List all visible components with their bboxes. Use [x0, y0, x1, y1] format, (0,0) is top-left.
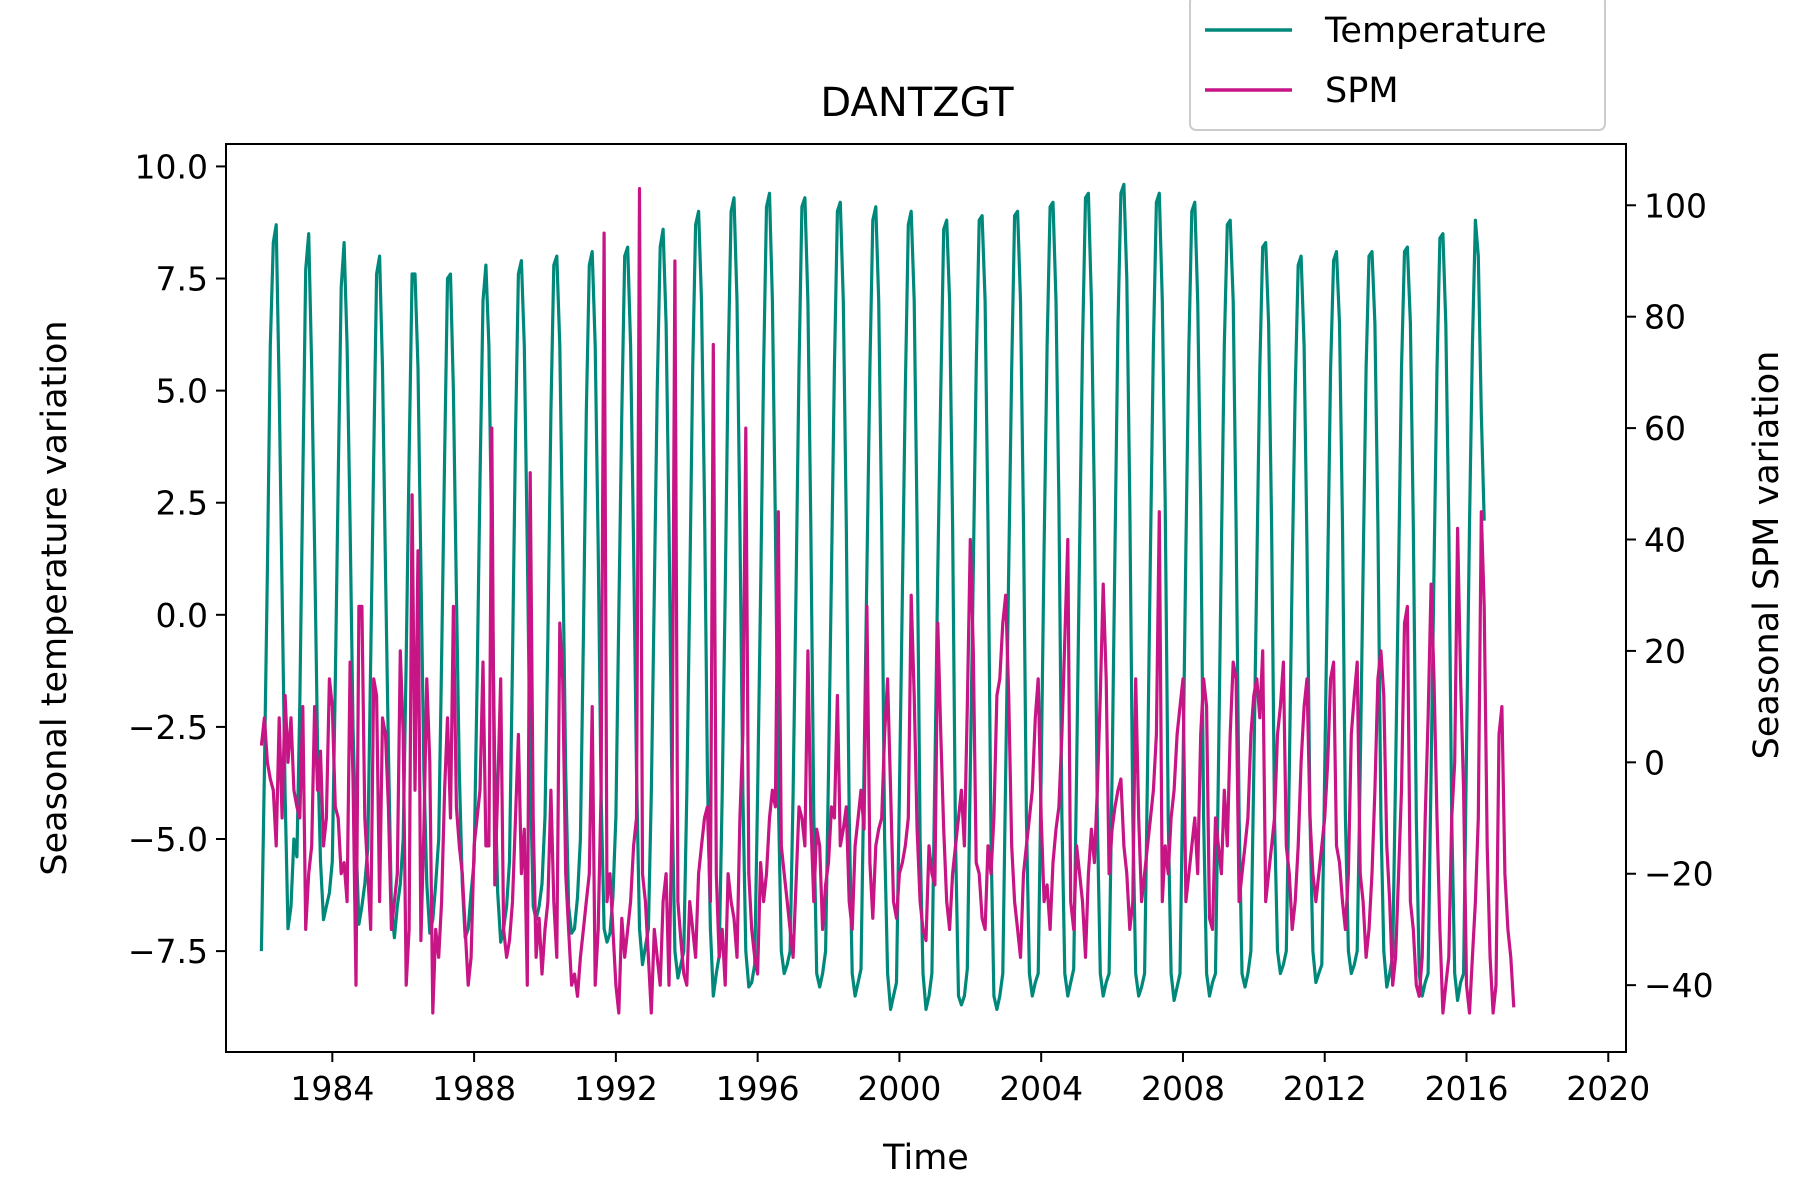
plot-frame	[225, 143, 1627, 1053]
legend-label-temperature: Temperature	[1324, 11, 1547, 51]
left-y-tick-label: 5.0	[156, 372, 208, 411]
left-y-tick-label: −5.0	[128, 820, 208, 859]
right-y-tick-label: 60	[1644, 409, 1686, 448]
right-y-tick-label: −40	[1644, 966, 1714, 1005]
left-y-tick-label: 7.5	[156, 260, 208, 299]
chart-title: DANTZGT	[820, 80, 1014, 126]
left-y-tick-label: −7.5	[128, 932, 208, 971]
x-tick-label: 1996	[716, 1069, 800, 1108]
x-tick-label: 1988	[432, 1069, 516, 1108]
x-tick-label: 2000	[857, 1069, 941, 1108]
right-y-tick-label: 20	[1644, 632, 1686, 671]
x-tick-label: 1992	[574, 1069, 658, 1108]
x-tick-label: 2012	[1283, 1069, 1367, 1108]
right-y-tick-label: −20	[1644, 855, 1714, 894]
right-y-tick-label: 40	[1644, 521, 1686, 560]
left-y-axis-ticks: 10.0 7.5 5.0 2.5 0.0 −2.5 −5.0 −7.5	[128, 147, 226, 971]
right-y-tick-label: 0	[1644, 743, 1665, 782]
left-y-tick-label: 0.0	[156, 596, 208, 635]
legend: Temperature SPM	[1189, 0, 1606, 131]
left-y-tick-label: −2.5	[128, 708, 208, 747]
x-axis-title: Time	[882, 1138, 969, 1178]
left-y-tick-label: 10.0	[135, 147, 208, 186]
right-y-axis-ticks: 100 80 60 40 20 0 −20 −40	[1626, 186, 1714, 1005]
spm-series	[259, 187, 1516, 1015]
x-tick-label: 2004	[999, 1069, 1083, 1108]
x-tick-label: 1984	[290, 1069, 374, 1108]
right-y-tick-label: 100	[1644, 186, 1707, 225]
left-y-tick-label: 2.5	[156, 484, 208, 523]
left-y-axis-title: Seasonal temperature variation	[35, 320, 75, 875]
x-axis-ticks: 1984 1988 1992 1996 2000 2004 2008 2012 2016 2020	[290, 1052, 1650, 1108]
x-tick-label: 2016	[1425, 1069, 1509, 1108]
spm-line	[259, 187, 1516, 1015]
right-y-tick-label: 80	[1644, 298, 1686, 337]
x-tick-label: 2008	[1141, 1069, 1225, 1108]
x-tick-label: 2020	[1566, 1069, 1650, 1108]
right-y-axis-title: Seasonal SPM variation	[1747, 351, 1787, 760]
legend-box	[1189, 0, 1606, 131]
legend-label-spm: SPM	[1325, 71, 1399, 111]
